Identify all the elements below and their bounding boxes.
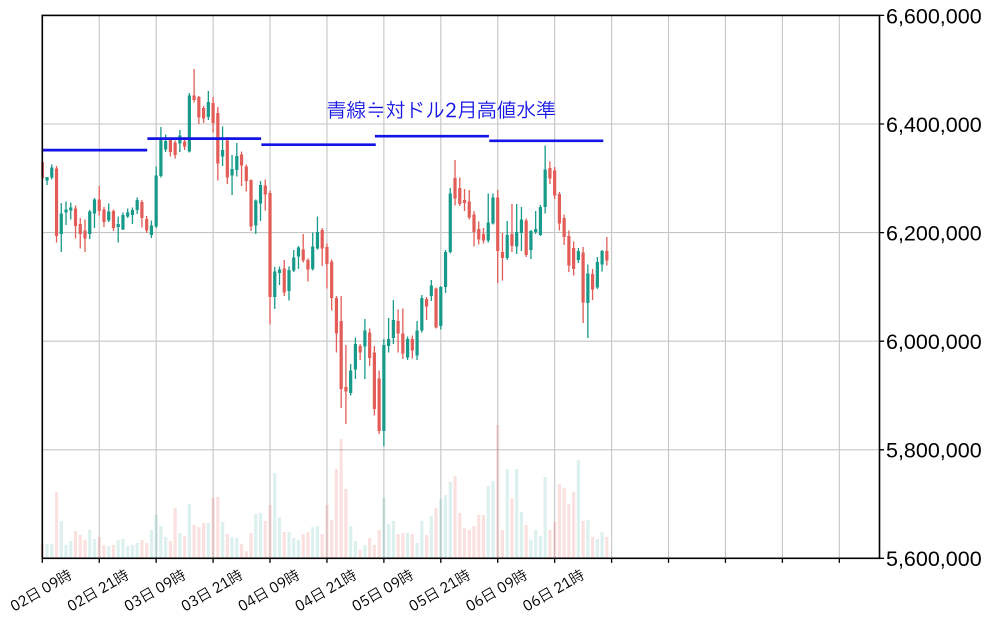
svg-text:5,800,000: 5,800,000 <box>886 439 982 463</box>
svg-text:6,400,000: 6,400,000 <box>886 113 982 137</box>
svg-text:6,600,000: 6,600,000 <box>886 4 982 28</box>
svg-text:6,000,000: 6,000,000 <box>886 330 982 354</box>
svg-text:5,600,000: 5,600,000 <box>886 547 982 571</box>
svg-text:6,200,000: 6,200,000 <box>886 221 982 245</box>
